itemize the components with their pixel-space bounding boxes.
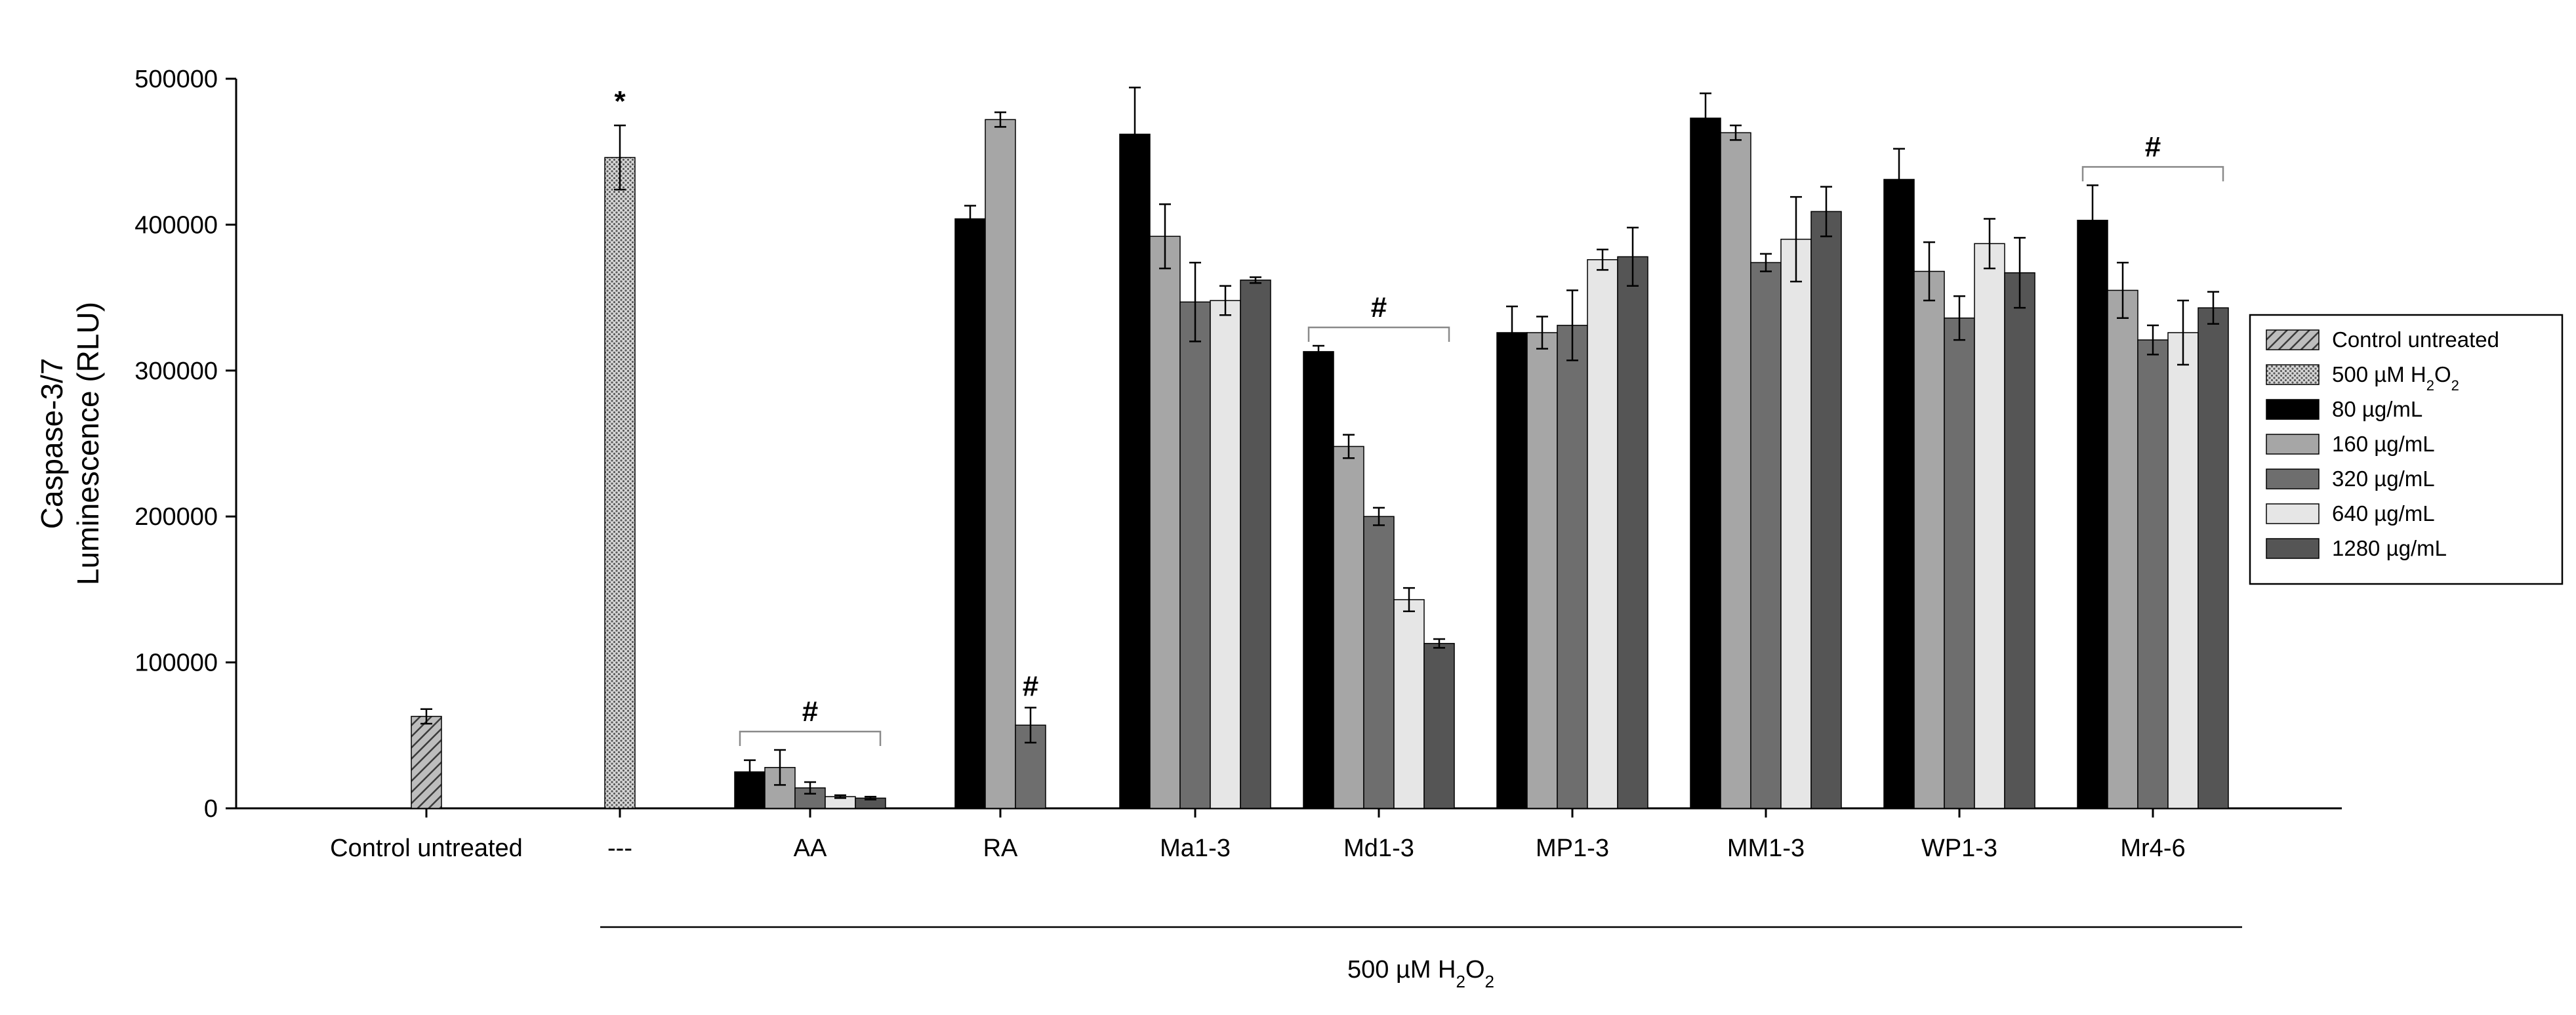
category-label: Mr4-6 <box>2120 835 2185 862</box>
bar-ctrl <box>411 716 442 809</box>
bar-s160 <box>985 119 1016 809</box>
legend-swatch-s640 <box>2266 503 2320 524</box>
bar-s320 <box>1363 516 1395 809</box>
category-labels: Control untreated --- AA RA Ma1-3 Md1-3 MP1-3 M… <box>330 808 2186 862</box>
bar-s160 <box>2107 289 2138 809</box>
category-label: Control untreated <box>330 835 523 862</box>
bar-group <box>1303 344 1455 809</box>
bar-s640 <box>1393 599 1425 809</box>
bar-s160 <box>1333 445 1364 809</box>
legend-label-h2o2: 500 µM H2O2 <box>2332 362 2459 394</box>
bar-group <box>1496 226 1648 809</box>
bar-s320 <box>1015 724 1046 809</box>
category-label: MP1-3 <box>1536 835 1609 862</box>
bar-s640 <box>1210 300 1241 809</box>
bar-s320 <box>1179 301 1211 809</box>
bar-s160 <box>1913 270 1945 809</box>
significance-bracket <box>739 730 882 747</box>
bar-h2o2 <box>604 157 636 809</box>
bar-group <box>2077 184 2229 809</box>
bar-s640 <box>1780 238 1812 809</box>
bar-s320 <box>1557 325 1588 809</box>
bar-group <box>604 124 636 809</box>
category-label: RA <box>983 835 1018 862</box>
bar-s80 <box>1303 351 1334 809</box>
bar-s1280 <box>1423 642 1455 809</box>
bar-group <box>1690 92 1842 809</box>
y-tick-label: 0 <box>204 795 218 823</box>
bar-s1280 <box>2198 307 2229 809</box>
category-label: AA <box>794 835 827 862</box>
bar-group <box>1119 87 1271 809</box>
bar-s80 <box>1119 133 1151 809</box>
bar-s640 <box>2167 332 2199 809</box>
legend-swatch-s80 <box>2266 399 2320 420</box>
bar-s80 <box>954 218 986 809</box>
significance-mark: * <box>614 85 626 117</box>
y-axis-title-line2: Luminescence (RLU) <box>71 302 105 585</box>
bar-group <box>1883 148 2035 809</box>
y-tick-label: 500000 <box>134 66 218 93</box>
bar-s320 <box>1944 317 1975 809</box>
bar-s1280 <box>1240 280 1271 809</box>
significance-mark: # <box>1371 291 1387 323</box>
category-label: Md1-3 <box>1343 835 1414 862</box>
legend: Control untreated 500 µM H2O2 80 µg/mL 160 … <box>2249 314 2564 585</box>
bar-s80 <box>2077 219 2108 809</box>
annotations: * # # # # <box>614 85 2224 747</box>
y-axis-title-line1: Caspase-3/7 <box>35 358 69 529</box>
category-label: --- <box>607 835 632 862</box>
legend-swatch-s320 <box>2266 468 2320 489</box>
legend-label-s320: 320 µg/mL <box>2332 466 2435 491</box>
bar-s80 <box>1883 178 1915 809</box>
y-tick-label: 200000 <box>134 503 218 531</box>
y-ticks: 0 100000 200000 300000 400000 500000 <box>134 66 236 823</box>
bar-s160 <box>1149 236 1181 809</box>
bar-s80 <box>1690 117 1721 809</box>
legend-label-s640: 640 µg/mL <box>2332 501 2435 526</box>
bar-s80 <box>1496 332 1528 809</box>
bar-s160 <box>1526 332 1558 809</box>
legend-swatch-s1280 <box>2266 538 2320 559</box>
bar-s160 <box>1720 132 1751 809</box>
legend-swatch-ctrl <box>2266 329 2320 350</box>
legend-label-s160: 160 µg/mL <box>2332 432 2435 456</box>
legend-label-ctrl: Control untreated <box>2332 327 2499 352</box>
category-label: WP1-3 <box>1921 835 1997 862</box>
treatment-group-label: 500 µM H2O2 <box>1347 956 1494 991</box>
legend-swatch-s160 <box>2266 434 2320 455</box>
y-tick-label: 400000 <box>134 211 218 239</box>
y-tick-label: 300000 <box>134 358 218 385</box>
legend-label-s80: 80 µg/mL <box>2332 397 2423 421</box>
bar-group <box>411 708 442 809</box>
significance-mark: # <box>2145 131 2161 163</box>
significance-bracket <box>2081 166 2224 182</box>
bar-group <box>734 749 886 809</box>
significance-mark: # <box>802 695 818 728</box>
bar-s1280 <box>1617 256 1648 809</box>
bar-groups <box>411 87 2229 809</box>
bar-s1280 <box>1810 211 1842 809</box>
y-tick-label: 100000 <box>134 650 218 677</box>
significance-bracket <box>1307 326 1450 342</box>
legend-label-s1280: 1280 µg/mL <box>2332 536 2447 560</box>
bar-s640 <box>1974 243 2005 809</box>
category-label: Ma1-3 <box>1160 835 1231 862</box>
bar-s1280 <box>2004 272 2035 809</box>
bar-group <box>954 111 1046 809</box>
bar-s640 <box>1587 259 1618 809</box>
significance-mark: # <box>1023 671 1038 703</box>
category-label: MM1-3 <box>1727 835 1805 862</box>
bar-s320 <box>2137 339 2169 809</box>
bar-s320 <box>1750 262 1782 809</box>
legend-swatch-h2o2 <box>2266 364 2320 385</box>
